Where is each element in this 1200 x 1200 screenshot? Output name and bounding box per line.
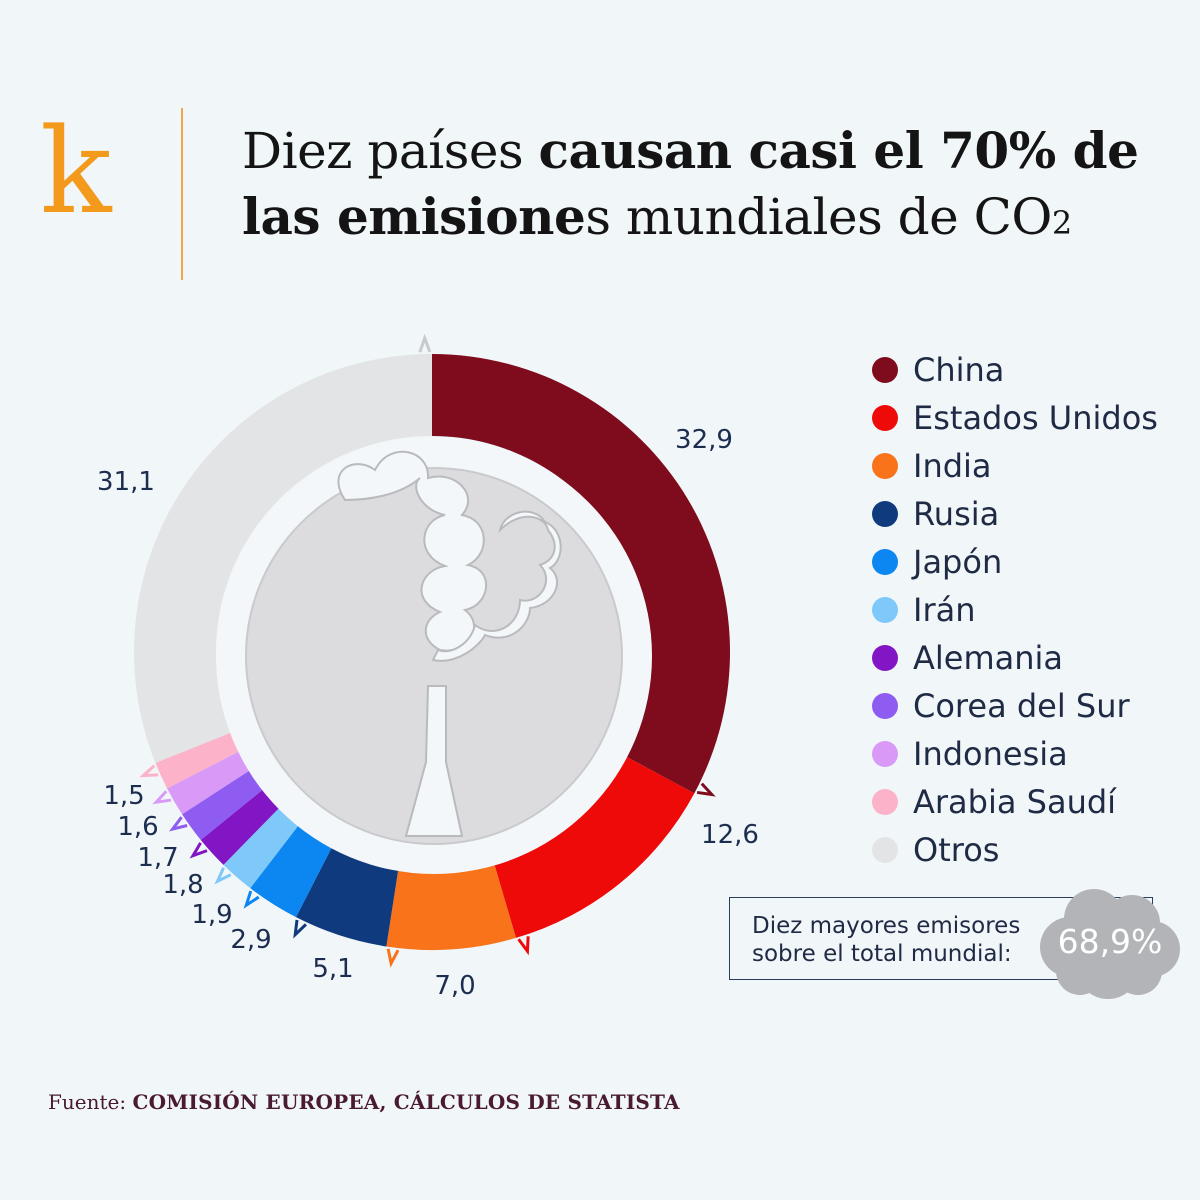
slice-alemania	[200, 788, 281, 865]
title-subscript: 2	[1051, 204, 1072, 242]
header-divider	[181, 108, 183, 280]
callout-marker-iran	[214, 867, 232, 885]
title-part-1: Diez países	[242, 122, 539, 180]
legend-label: Corea del Sur	[913, 687, 1130, 725]
slice-indonesia	[167, 750, 251, 815]
legend-item-indonesia: Indonesia	[872, 730, 1158, 778]
slice-rusia	[296, 844, 399, 947]
slice-otros	[133, 354, 432, 763]
slice-india	[386, 859, 516, 950]
legend-label: Japón	[913, 543, 1003, 581]
slice-china	[432, 354, 730, 794]
page-title: Diez países causan casi el 70% de las em…	[242, 118, 1182, 256]
factory-smoke-illustration	[216, 438, 652, 874]
legend-swatch	[872, 501, 898, 527]
legend-swatch	[872, 693, 898, 719]
legend-label: Estados Unidos	[913, 399, 1158, 437]
value-label-india: 7,0	[434, 971, 475, 1001]
chart-slices	[133, 354, 730, 950]
slice-japon	[250, 823, 334, 918]
legend-label: Arabia Saudí	[913, 783, 1117, 821]
legend-label: Indonesia	[913, 735, 1068, 773]
legend-label: Rusia	[913, 495, 1000, 533]
source-prefix: Fuente:	[48, 1090, 133, 1114]
chimney-icon	[404, 685, 464, 837]
summary-label-line-2: sobre el total mundial:	[752, 941, 1012, 967]
legend-swatch	[872, 597, 898, 623]
value-label-indonesia: 1,6	[117, 812, 158, 842]
legend-item-india: India	[872, 442, 1158, 490]
source-text: COMISIÓN EUROPEA, CÁLCULOS DE STATISTA	[132, 1090, 680, 1114]
summary-label: Diez mayores emisores sobre el total mun…	[752, 912, 1042, 968]
legend-swatch	[872, 789, 898, 815]
legend-swatch	[872, 357, 898, 383]
value-label-corea-del-sur: 1,7	[137, 843, 178, 873]
summary-value: 68,9%	[1057, 922, 1163, 961]
value-label-iran: 1,9	[191, 900, 232, 930]
brand-logo: k	[40, 102, 112, 240]
legend-swatch	[872, 453, 898, 479]
legend-item-japon: Japón	[872, 538, 1158, 586]
callout-marker-arabia-saudi	[139, 764, 159, 778]
summary-label-line-1: Diez mayores emisores	[752, 913, 1021, 939]
legend-swatch	[872, 837, 898, 863]
value-label-otros: 31,1	[97, 467, 155, 497]
callout-marker-china	[696, 782, 716, 797]
slice-arabia-saudi	[155, 732, 240, 789]
source-note: Fuente: COMISIÓN EUROPEA, CÁLCULOS DE ST…	[48, 1090, 680, 1114]
chart-legend: China Estados Unidos India Rusia Japón Irán Al…	[872, 346, 1158, 874]
legend-label: Alemania	[913, 639, 1064, 677]
legend-label: India	[913, 447, 992, 485]
slice-iran	[223, 806, 301, 889]
legend-item-alemania: Alemania	[872, 634, 1158, 682]
value-label-estados-unidos: 12,6	[701, 820, 759, 850]
legend-swatch	[872, 741, 898, 767]
legend-label: Otros	[913, 831, 1000, 869]
value-label-arabia-saudi: 1,5	[103, 781, 144, 811]
legend-item-corea-del-sur: Corea del Sur	[872, 682, 1158, 730]
legend-item-arabia-saudi: Arabia Saudí	[872, 778, 1158, 826]
legend-label: China	[913, 351, 1005, 389]
value-label-japon: 2,9	[230, 925, 271, 955]
legend-item-otros: Otros	[872, 826, 1158, 874]
slice-corea-del-sur	[182, 769, 265, 840]
legend-label: Irán	[913, 591, 976, 629]
callout-marker-alemania	[189, 842, 208, 859]
legend-swatch	[872, 645, 898, 671]
cloud-icon	[1040, 889, 1180, 999]
legend-swatch	[872, 549, 898, 575]
callout-marker-estados-unidos	[517, 936, 530, 956]
legend-item-rusia: Rusia	[872, 490, 1158, 538]
callout-marker-otros	[418, 333, 432, 353]
value-label-alemania: 1,8	[162, 870, 203, 900]
legend-item-estados-unidos: Estados Unidos	[872, 394, 1158, 442]
legend-swatch	[872, 405, 898, 431]
title-bold-part: causan casi el 70% de las emisione	[242, 121, 1139, 246]
legend-item-china: China	[872, 346, 1158, 394]
callout-marker-rusia	[293, 919, 307, 939]
title-part-2: s mundiales de CO	[585, 188, 1052, 246]
callout-marker-corea-del-sur	[168, 816, 188, 832]
legend-item-iran: Irán	[872, 586, 1158, 634]
chart-callouts: 32,9 12,6 7,0 5,1 2,91,91,81,71,61,5 31,1	[97, 333, 759, 1001]
callout-marker-india	[386, 948, 400, 968]
smoke-plume-icon	[431, 510, 562, 662]
value-label-china: 32,9	[675, 425, 733, 455]
callout-marker-japon	[243, 890, 260, 909]
value-label-rusia: 5,1	[312, 954, 353, 984]
callout-marker-indonesia	[152, 790, 172, 805]
slice-estados-unidos	[492, 754, 695, 938]
